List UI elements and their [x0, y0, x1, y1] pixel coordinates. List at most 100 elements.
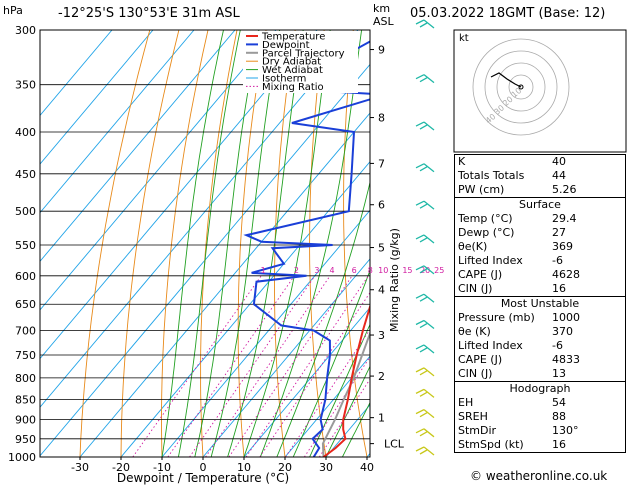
mixing-ratio-label: 6: [352, 266, 357, 275]
indices-label: StmDir: [458, 424, 497, 437]
indices-value: 4628: [552, 268, 580, 281]
pressure-tick-label: 350: [15, 79, 36, 92]
wind-barb-flag: [415, 265, 425, 271]
indices-row: CIN (J) 16: [455, 282, 626, 297]
temp-tick-label: 10: [237, 461, 251, 474]
legend-label: Wet Adiabat: [262, 65, 323, 76]
indices-row: K 40: [454, 154, 626, 169]
wind-barb-flag: [415, 163, 425, 169]
wind-barb-flag: [415, 200, 425, 206]
dry-adiabat: [120, 30, 180, 457]
wet-adiabat: [341, 401, 370, 457]
indices-value: 369: [552, 240, 573, 253]
wind-barb-flag: [419, 412, 428, 418]
indices-value: -6: [552, 339, 563, 352]
indices-label: CAPE (J): [458, 268, 503, 281]
indices-value: 29.4: [552, 212, 577, 225]
indices-label: CIN (J): [458, 282, 493, 295]
section-title: Most Unstable: [454, 296, 626, 311]
indices-label: Pressure (mb): [458, 311, 535, 324]
wind-barb-flag: [415, 319, 425, 326]
indices-value: 5.26: [552, 183, 577, 196]
temp-tick-label: 0: [200, 461, 207, 474]
indices-value: -6: [552, 254, 563, 267]
isotherm-line: [40, 30, 195, 214]
wind-barb: [423, 367, 435, 377]
isotherm-line: [40, 63, 370, 457]
isotherm-line: [161, 209, 370, 457]
indices-label: SREH: [458, 410, 488, 423]
indices-value: 16: [552, 282, 566, 295]
indices-label: K: [454, 154, 549, 169]
pressure-tick-label: 950: [15, 433, 36, 446]
hodograph-storm-marker: [518, 84, 524, 90]
mixing-ratio-label: 3: [314, 266, 319, 275]
wind-barb-flag: [415, 19, 425, 25]
wind-barb: [423, 19, 435, 29]
wind-barb: [423, 265, 435, 275]
mixing-ratio-label: 10: [378, 266, 388, 275]
indices-row: StmDir 130°: [455, 424, 626, 438]
km-tick-label: 6: [378, 199, 385, 212]
pressure-tick-label: 600: [15, 270, 36, 283]
legend-label: Dry Adiabat: [262, 57, 321, 68]
wind-barb: [423, 121, 435, 131]
wind-barb-flag: [415, 121, 425, 127]
plot-frame: [39, 29, 371, 458]
indices-label: Temp (°C): [458, 212, 513, 225]
wind-barb-flag: [419, 203, 428, 209]
temp-tick-label: 40: [360, 461, 374, 474]
wind-barb-flag: [415, 446, 425, 452]
diagram-grid: [40, 30, 370, 457]
wind-barb-flag: [415, 367, 425, 373]
km-tick-label: 5: [378, 242, 385, 255]
isotherm-line: [284, 355, 370, 457]
pressure-tick-label: 500: [15, 205, 36, 218]
dry-adiabat: [79, 30, 151, 457]
wind-barb-flag: [419, 449, 428, 455]
pressure-tick-label: 650: [15, 298, 36, 311]
hodograph-ring: [496, 62, 546, 112]
wind-barb: [423, 428, 435, 438]
wind-barb-flag: [415, 409, 425, 415]
hodograph-ring: [472, 38, 570, 136]
pressure-tick-label: 800: [15, 372, 36, 385]
km-tick-label: 1: [378, 412, 385, 425]
isotherm-line: [79, 112, 370, 457]
datetime-title: 05.03.2022 18GMT (Base: 12): [410, 6, 606, 21]
indices-label: Lifted Index: [458, 254, 523, 267]
temp-tick-label: 30: [319, 461, 333, 474]
wind-barbs: [415, 19, 435, 456]
mixing-ratio-label: 25: [434, 266, 444, 275]
indices-value: 40: [549, 154, 626, 169]
km-tick-label: 8: [378, 112, 385, 125]
indices-section-header: Hodograph: [454, 381, 626, 396]
km-tick-label: 9: [378, 44, 385, 57]
wind-barb-flag: [415, 74, 425, 80]
pressure-tick-label: 550: [15, 239, 36, 252]
temp-tick-label: 20: [278, 461, 292, 474]
indices-value: 1000: [552, 311, 580, 324]
wind-barb: [423, 200, 435, 210]
axes: 1234681015202530035040045050055060065070…: [8, 24, 444, 485]
wind-barb-flag: [419, 77, 428, 83]
legend-label: Mixing Ratio: [262, 82, 324, 93]
mixing-ratio-line: [259, 291, 370, 457]
indices-label: Dewp (°C): [458, 226, 515, 239]
indices-value: 130°: [552, 424, 579, 437]
indices-label: Lifted Index: [458, 339, 523, 352]
indices-row: CIN (J) 13: [455, 367, 626, 382]
wind-barb-flag: [419, 237, 428, 243]
km-tick-label: 3: [378, 329, 385, 342]
indices-row: Pressure (mb) 1000: [455, 311, 626, 325]
parcel-trajectory: [321, 330, 370, 457]
wind-barb: [423, 446, 435, 456]
indices-row: Lifted Index -6: [455, 254, 626, 268]
indices-value: 4833: [552, 353, 580, 366]
temperature-profile: [322, 303, 370, 457]
indices-section-header: Most Unstable: [454, 296, 626, 311]
legend-label: Dewpoint: [262, 40, 310, 51]
isotherm-line: [40, 30, 277, 311]
